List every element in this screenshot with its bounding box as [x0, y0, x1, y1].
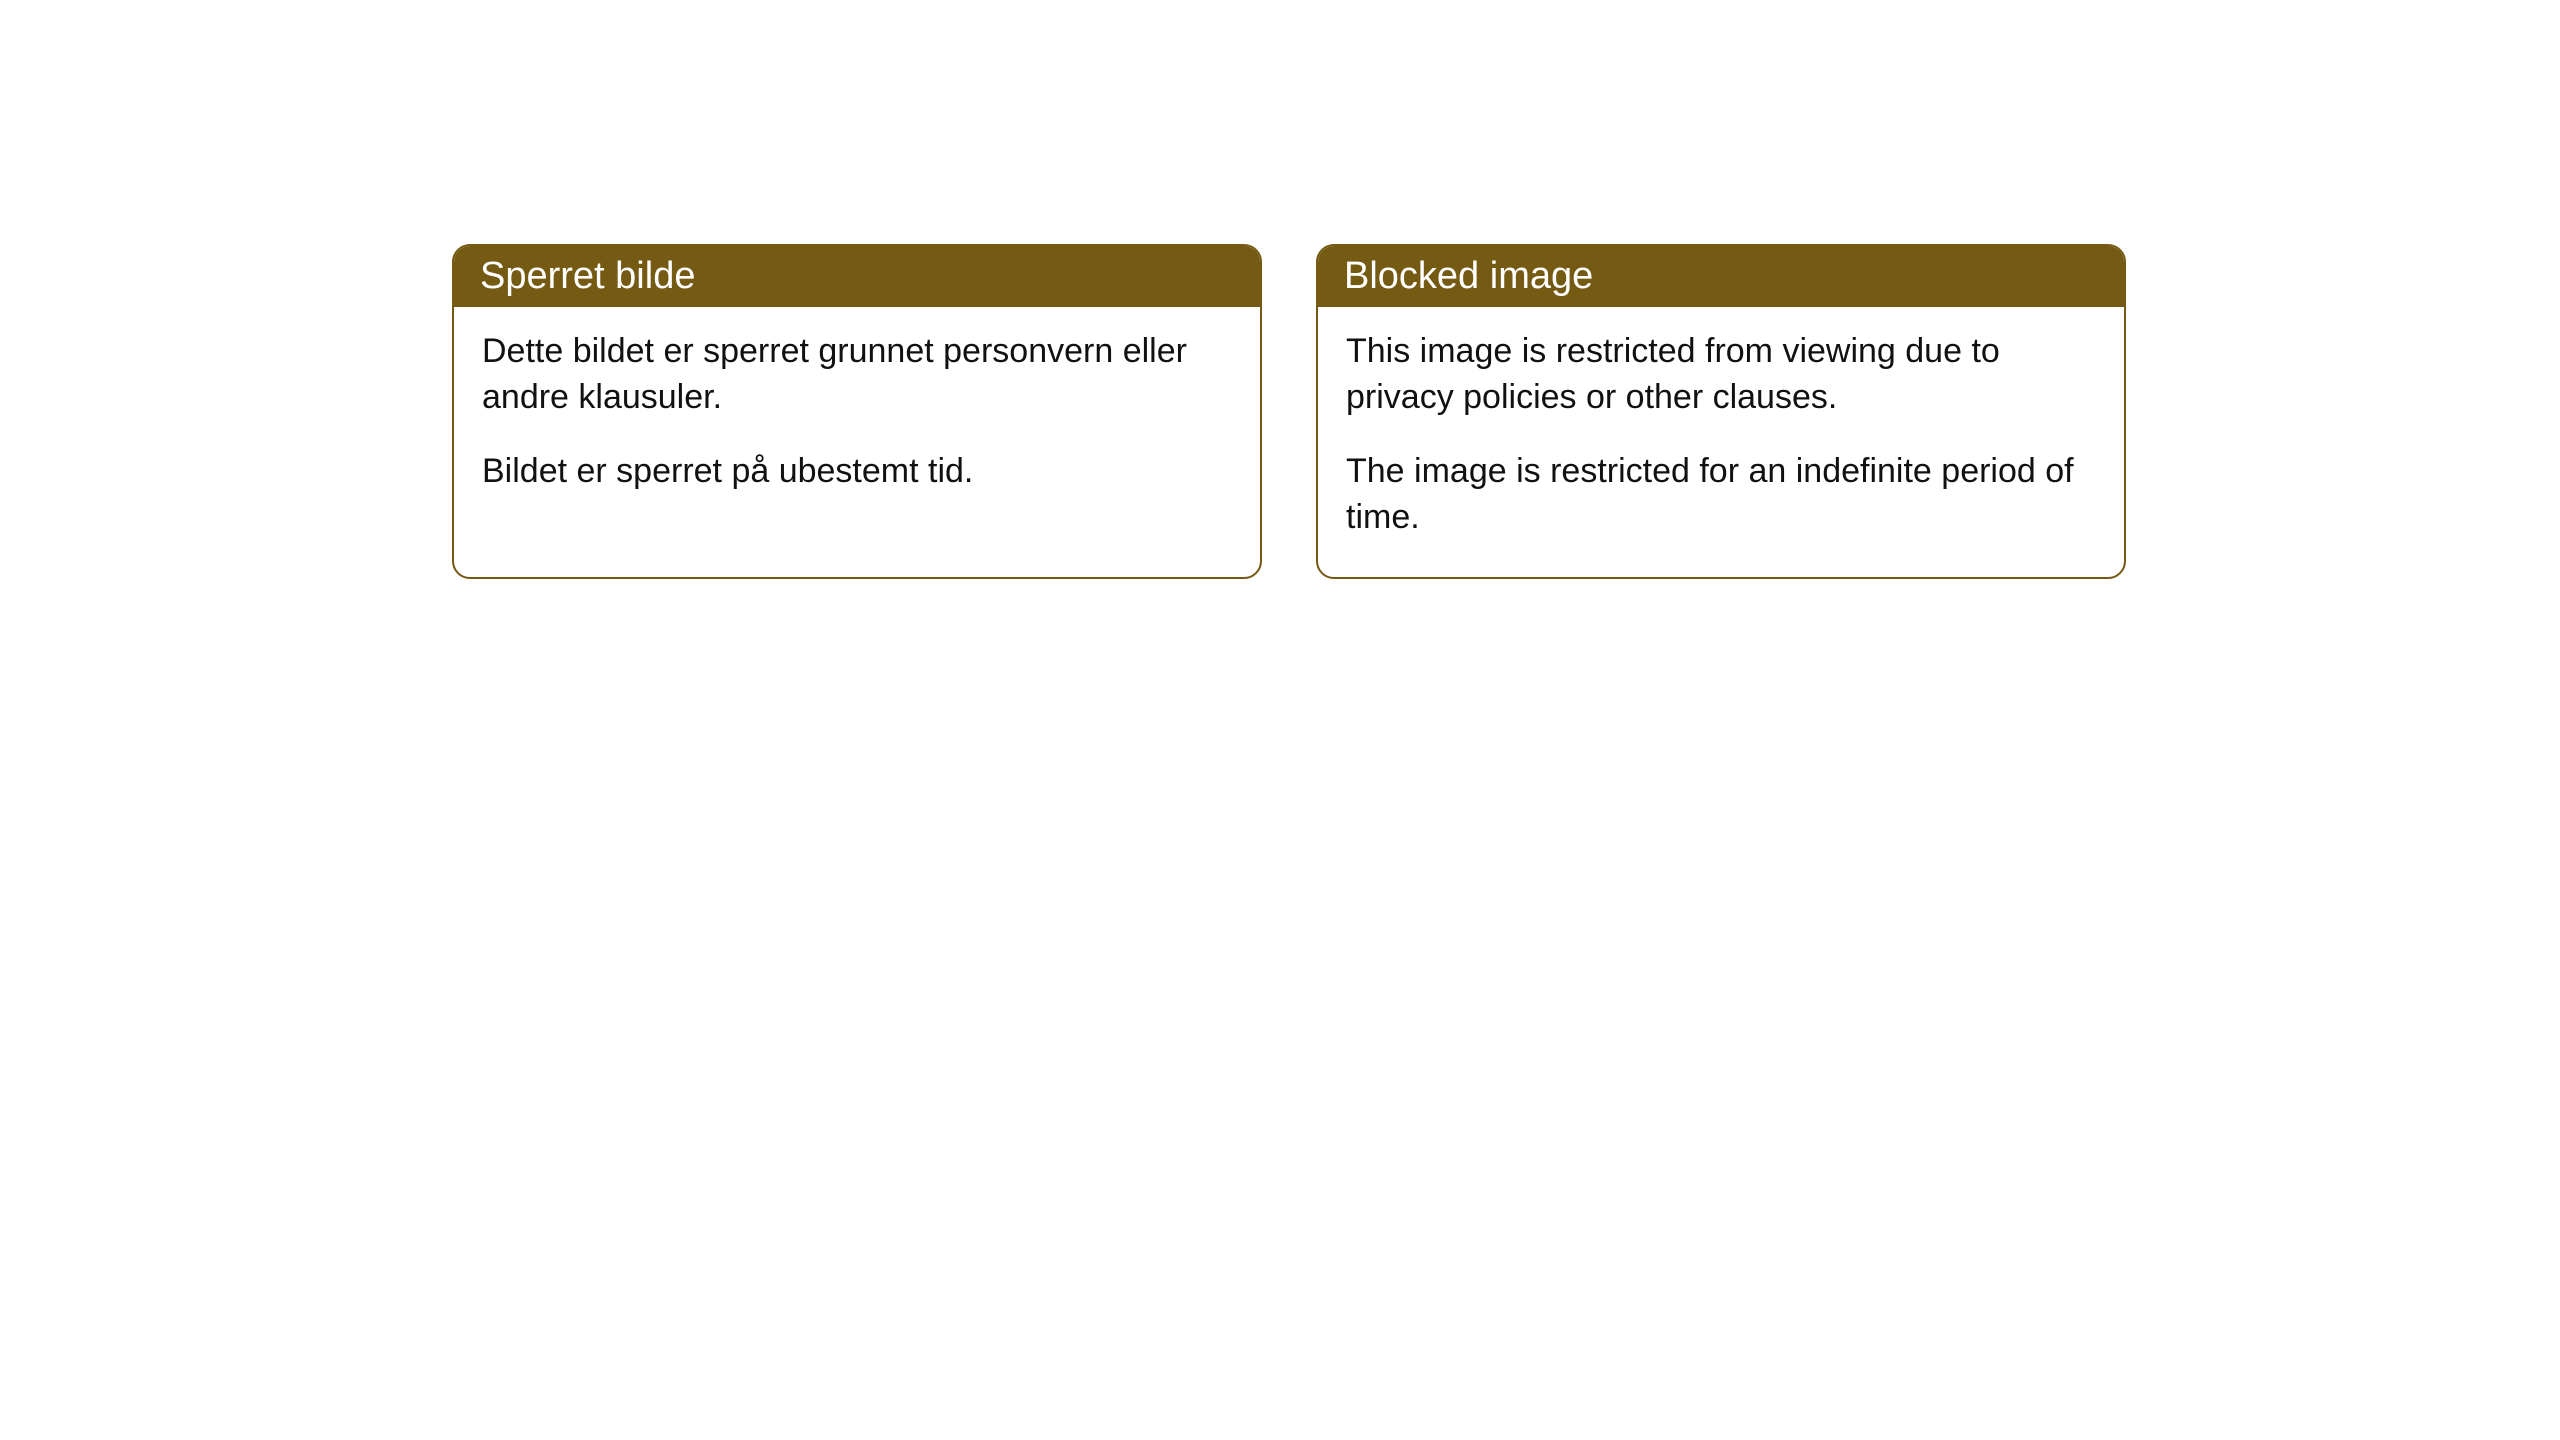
notice-header-norwegian: Sperret bilde [454, 246, 1260, 307]
notice-header-english: Blocked image [1318, 246, 2124, 307]
notice-body-english: This image is restricted from viewing du… [1318, 307, 2124, 577]
notice-box-english: Blocked image This image is restricted f… [1316, 244, 2126, 579]
notice-paragraph: Dette bildet er sperret grunnet personve… [482, 329, 1232, 421]
notice-paragraph: The image is restricted for an indefinit… [1346, 449, 2096, 541]
notice-body-norwegian: Dette bildet er sperret grunnet personve… [454, 307, 1260, 531]
notices-container: Sperret bilde Dette bildet er sperret gr… [452, 244, 2126, 579]
notice-box-norwegian: Sperret bilde Dette bildet er sperret gr… [452, 244, 1262, 579]
notice-paragraph: Bildet er sperret på ubestemt tid. [482, 449, 1232, 495]
notice-paragraph: This image is restricted from viewing du… [1346, 329, 2096, 421]
